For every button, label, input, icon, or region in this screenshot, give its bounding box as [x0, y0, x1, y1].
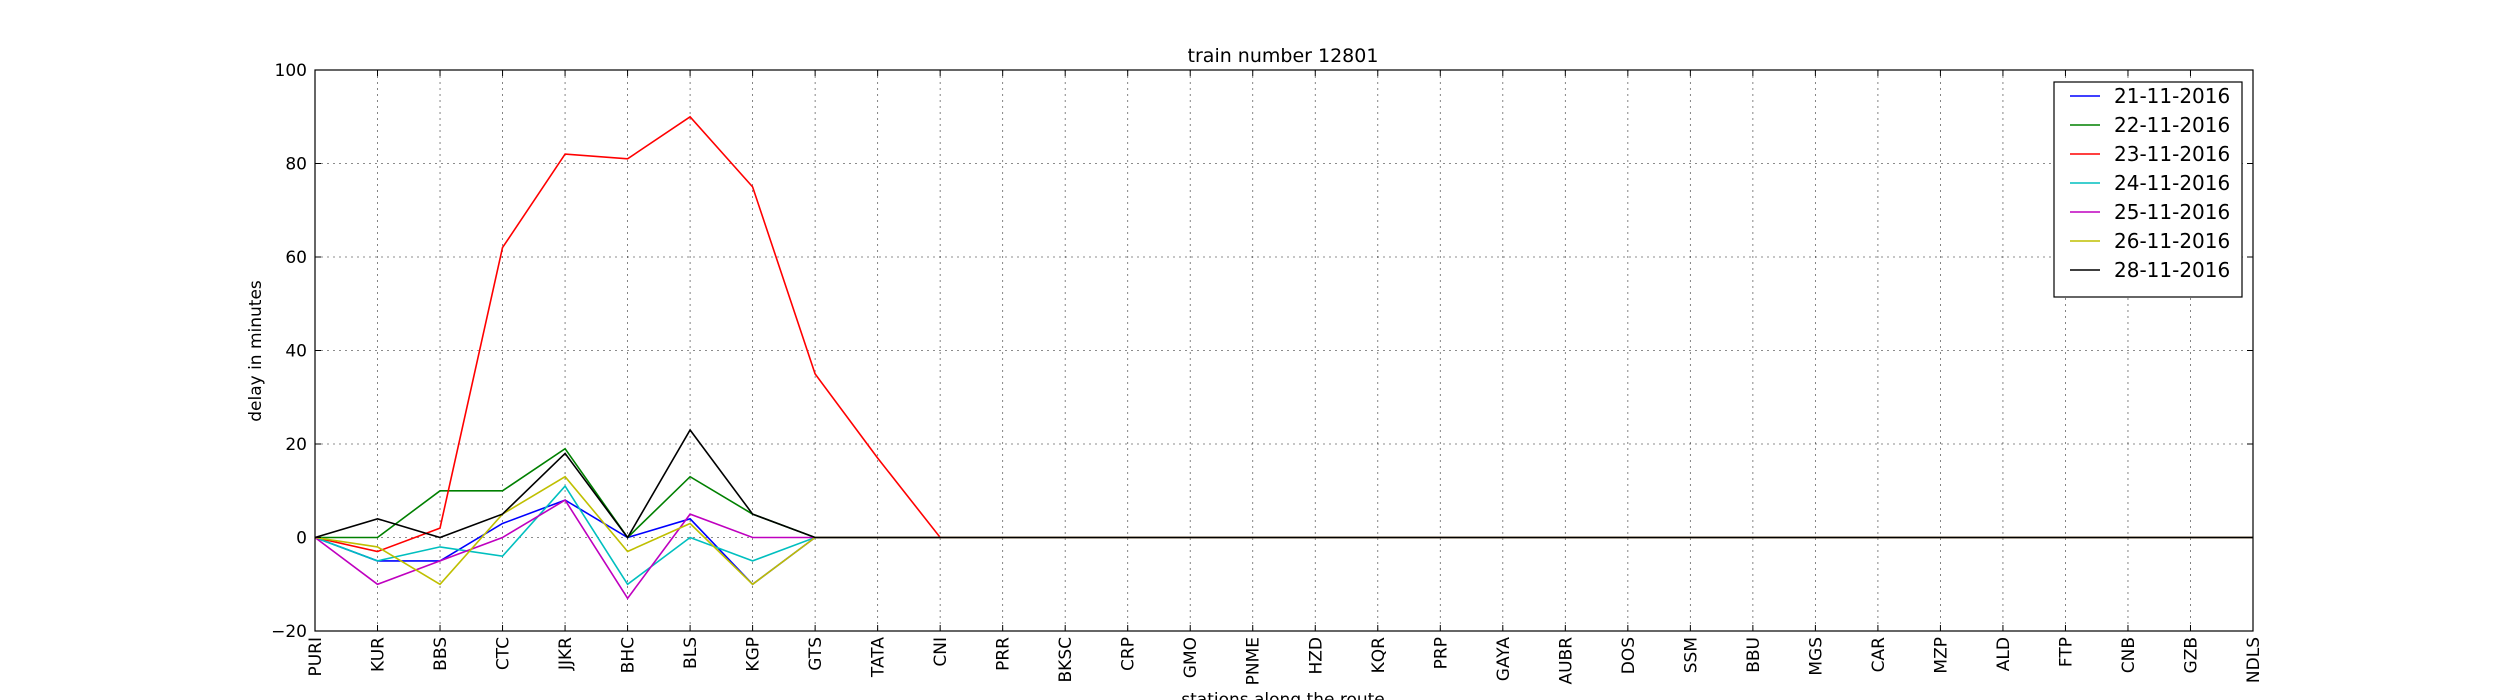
- x-tick-label: PNME: [1244, 637, 1264, 685]
- x-tick-label: HZD: [1306, 637, 1326, 675]
- x-tick-label: SSM: [1681, 637, 1701, 673]
- x-tick-label: PRP: [1431, 637, 1451, 669]
- x-tick-label: BBS: [431, 637, 451, 671]
- x-tick-label: GAYA: [1494, 637, 1514, 682]
- x-tick-label: PRR: [994, 637, 1014, 671]
- series-line: [314, 475, 2253, 586]
- x-tick-label: GZB: [2181, 637, 2201, 673]
- chart-title: train number 12801: [1188, 45, 1379, 67]
- y-tick-label: 100: [275, 61, 307, 81]
- legend-box: [2053, 81, 2243, 298]
- series-line: [314, 428, 2253, 539]
- legend-label: 24-11-2016: [2114, 171, 2230, 195]
- legend-label: 21-11-2016: [2114, 84, 2230, 108]
- axis-ticks: −20 0 20 40 60 80 100 PURI KUR BBS CTC JJKR BHC BLS KG…: [271, 61, 2264, 685]
- x-tick-label: PURI: [306, 637, 326, 677]
- x-tick-label: ALD: [1994, 637, 2014, 671]
- x-tick-label: BBU: [1744, 637, 1764, 673]
- y-tick-label: 40: [285, 342, 307, 362]
- legend-label: 26-11-2016: [2114, 229, 2230, 253]
- x-tick-label: TATA: [869, 637, 889, 678]
- x-axis-label: stations along the route: [1181, 690, 1385, 700]
- x-tick-label: NDLS: [2244, 637, 2264, 683]
- y-tick-label: −20: [271, 622, 307, 642]
- x-tick-label: MGS: [1806, 637, 1826, 676]
- y-tick-label: 80: [285, 155, 307, 175]
- y-tick-label: 60: [285, 248, 307, 268]
- x-tick-label: BKSC: [1056, 637, 1076, 682]
- legend-label: 25-11-2016: [2114, 200, 2230, 224]
- plot-frame: [314, 69, 2254, 632]
- series-line: [314, 499, 2253, 586]
- gridlines: [315, 70, 2253, 631]
- y-tick-label: 0: [296, 529, 307, 549]
- legend-label: 23-11-2016: [2114, 142, 2230, 166]
- x-tick-label: GTS: [806, 637, 826, 671]
- series-lines: [314, 115, 2253, 600]
- legend: 21-11-2016 22-11-2016 23-11-2016 24-11-2016…: [2053, 81, 2243, 298]
- x-tick-label: KUR: [369, 637, 389, 672]
- series-line: [314, 115, 2253, 553]
- x-tick-label: FTP: [2056, 637, 2076, 667]
- x-tick-label: JJKR: [556, 637, 576, 671]
- x-tick-label: CNI: [931, 637, 951, 667]
- x-tick-label: CNB: [2119, 637, 2139, 673]
- x-tick-label: CTC: [494, 637, 514, 670]
- y-axis-label: delay in minutes: [246, 280, 266, 422]
- legend-label: 28-11-2016: [2114, 258, 2230, 282]
- x-tick-label: AUBR: [1556, 637, 1576, 685]
- legend-label: 22-11-2016: [2114, 113, 2230, 137]
- y-tick-label: 20: [285, 435, 307, 455]
- x-tick-label: CAR: [1869, 637, 1889, 672]
- x-tick-label: DOS: [1619, 637, 1639, 674]
- series-line: [314, 484, 2253, 586]
- x-tick-label: MZP: [1931, 637, 1951, 674]
- x-tick-label: KGP: [744, 637, 764, 672]
- x-tick-label: GMO: [1181, 637, 1201, 678]
- x-tick-label: CRP: [1119, 637, 1139, 671]
- x-tick-label: BLS: [681, 637, 701, 669]
- x-tick-label: BHC: [619, 637, 639, 673]
- x-tick-label: KQR: [1369, 637, 1389, 674]
